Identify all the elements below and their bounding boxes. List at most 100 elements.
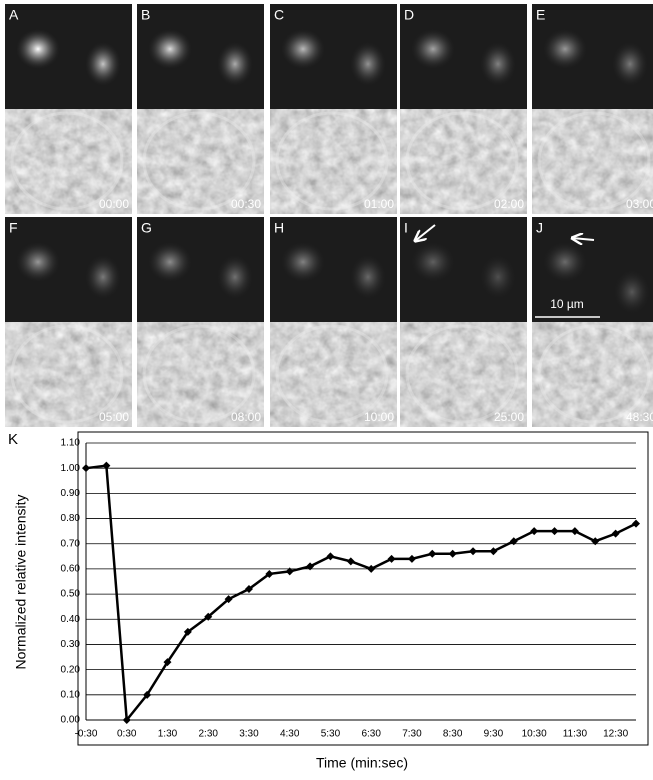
timestamp: 10:00 [364, 410, 394, 424]
timestamp: 02:00 [494, 197, 524, 211]
x-tick-label: 1:30 [158, 729, 178, 740]
arrow [415, 224, 436, 241]
panel-label: G [141, 220, 152, 236]
dic-image [5, 322, 132, 427]
micrograph-panels: A 00:00 B 00:30 C 01:00 D 02:00 E 03:00 F 05:00 G 08:… [5, 4, 653, 427]
data-point [448, 549, 457, 558]
data-point [326, 552, 335, 561]
timestamp: 03:00 [626, 197, 653, 211]
y-tick-label: 0.00 [61, 715, 81, 726]
x-tick-label: 5:30 [321, 729, 341, 740]
dic-image [400, 109, 527, 214]
panel-label: K [8, 431, 18, 448]
x-tick-label: 8:30 [443, 729, 463, 740]
dic-image [137, 322, 264, 427]
y-tick-label: 0.80 [61, 513, 81, 524]
panel: H 10:00 [270, 217, 397, 427]
cell-outline [537, 324, 651, 424]
panel: J 48:30 10 µm [532, 217, 653, 427]
x-tick-label: 11:30 [563, 729, 588, 740]
data-point [509, 537, 518, 546]
y-tick-label: 0.20 [61, 664, 81, 675]
fluorescent-spot [217, 42, 253, 86]
data-point [82, 464, 90, 473]
panel: E 03:00 [532, 4, 653, 214]
data-point [570, 527, 579, 536]
x-axis-title: Time (min:sec) [316, 755, 408, 771]
fluorescent-spot [612, 42, 648, 86]
scale-bar-label: 10 µm [550, 297, 584, 311]
cell-outline [275, 324, 389, 424]
y-tick-label: 0.50 [61, 589, 81, 600]
x-tick-label: 2:30 [198, 729, 218, 740]
panel-label: B [141, 7, 150, 23]
fluorescent-spot [543, 242, 587, 282]
panel: C 01:00 [270, 4, 397, 214]
data-point [591, 537, 600, 546]
dic-image [137, 109, 264, 214]
timestamp: 01:00 [364, 197, 394, 211]
panel-label: D [404, 7, 414, 23]
data-point [143, 690, 152, 699]
data-point [632, 519, 640, 528]
fluorescent-spot [543, 29, 587, 69]
cell-outline [142, 111, 256, 211]
panel: G 08:00 [137, 217, 264, 427]
dic-image [532, 109, 653, 214]
chart-frame [77, 431, 649, 746]
fluorescent-spot [148, 242, 192, 282]
y-tick-label: 0.30 [61, 639, 81, 650]
cell-outline [405, 324, 519, 424]
plot: 0.00 0.10 0.20 0.30 0.40 0.50 0.60 0.70 0.80 0.90… [61, 438, 640, 740]
panel-label: F [9, 220, 18, 236]
fluorescent-spot [85, 42, 121, 86]
y-tick-label: 0.70 [61, 538, 81, 549]
panel-label: J [536, 220, 543, 236]
y-tick-label: 0.40 [61, 614, 81, 625]
timestamp: 08:00 [231, 410, 261, 424]
x-tick-label: 12:30 [603, 729, 628, 740]
dic-image [270, 322, 397, 427]
cell-outline [275, 111, 389, 211]
cell-outline [10, 111, 124, 211]
data-point [204, 612, 213, 621]
timestamp: 25:00 [494, 410, 524, 424]
data-point [122, 716, 131, 724]
panel: B 00:30 [137, 4, 264, 214]
fluorescent-spot [411, 242, 455, 282]
data-point [489, 547, 498, 556]
timestamp: 05:00 [99, 410, 129, 424]
dic-image [400, 322, 527, 427]
arrow [572, 238, 595, 240]
data-point [530, 527, 539, 536]
x-tick-label: 7:30 [402, 729, 422, 740]
fluorescent-spot [85, 255, 121, 299]
data-point [265, 569, 274, 578]
x-tick-label: 4:30 [280, 729, 300, 740]
data-point [367, 564, 376, 573]
fluorescent-spot [281, 242, 325, 282]
fluorescent-spot [350, 255, 386, 299]
panel-label: E [536, 7, 545, 23]
data-point [407, 554, 416, 563]
fluorescent-spot [16, 242, 60, 282]
x-tick-label: 0:30 [117, 729, 137, 740]
data-point [346, 557, 355, 566]
panel: F 05:00 [5, 217, 132, 427]
dic-image [5, 109, 132, 214]
x-tick-label: 3:30 [239, 729, 259, 740]
data-point [183, 627, 192, 636]
y-tick-label: 1.10 [61, 438, 81, 449]
timestamp: 00:00 [99, 197, 129, 211]
panel: A 00:00 [5, 4, 132, 214]
panel-label: A [9, 7, 19, 23]
fluorescent-spot [148, 29, 192, 69]
timestamp: 00:30 [231, 197, 261, 211]
cell-outline [537, 111, 651, 211]
cell-outline [405, 111, 519, 211]
data-point [387, 554, 396, 563]
cell-outline [142, 324, 256, 424]
x-tick-label: 6:30 [361, 729, 381, 740]
data-point [550, 527, 559, 536]
